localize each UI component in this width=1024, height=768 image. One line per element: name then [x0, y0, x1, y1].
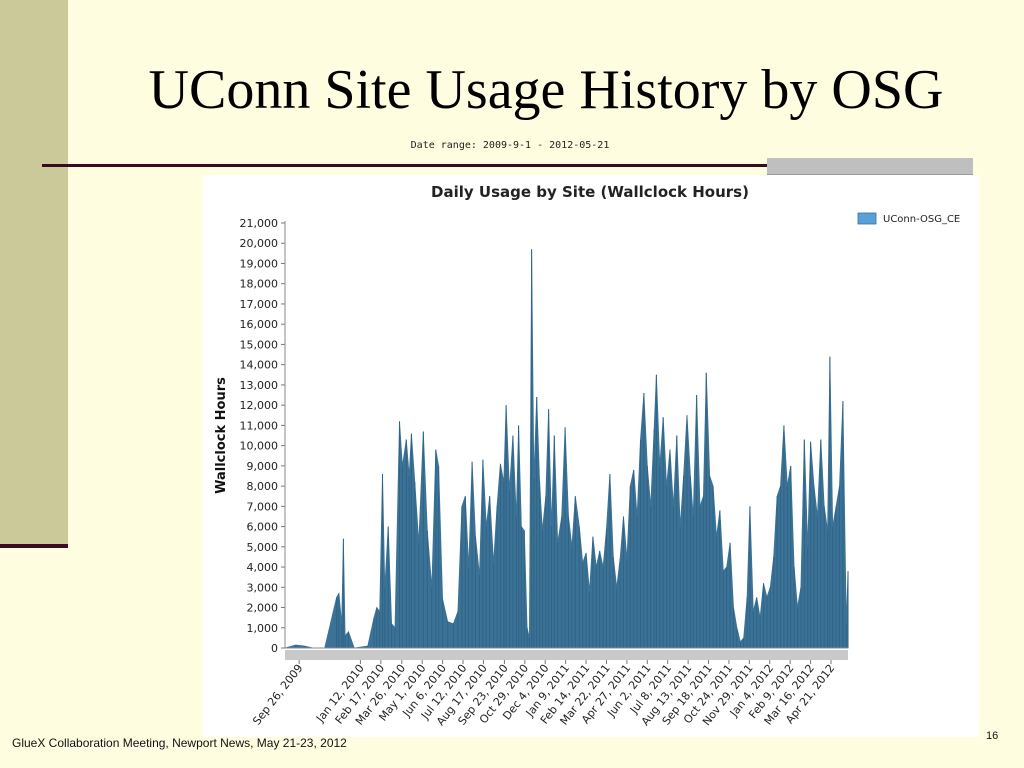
y-tick-label: 14,000 — [240, 359, 279, 372]
y-tick-label: 9,000 — [247, 460, 279, 473]
y-tick-label: 7,000 — [247, 500, 279, 513]
usage-chart: Daily Usage by Site (Wallclock Hours) Wal… — [214, 183, 960, 728]
y-tick-label: 15,000 — [240, 338, 279, 351]
date-range-label: Date range: 2009-9-1 - 2012-05-21 — [410, 140, 610, 151]
y-tick-label: 10,000 — [240, 440, 279, 453]
y-tick-label: 0 — [271, 642, 278, 655]
y-tick-label: 5,000 — [247, 541, 279, 554]
y-tick-label: 20,000 — [240, 237, 279, 250]
slide-title: UConn Site Usage History by OSG — [148, 59, 944, 121]
y-tick-label: 17,000 — [240, 298, 279, 311]
footer-text: GlueX Collaboration Meeting, Newport New… — [12, 736, 347, 750]
y-tick-label: 1,000 — [247, 622, 279, 635]
series-area-uconn-osg-ce — [284, 249, 849, 649]
y-tick-label: 3,000 — [247, 581, 279, 594]
y-tick-label: 16,000 — [240, 318, 279, 331]
x-axis-band — [285, 650, 848, 660]
chart-title: Daily Usage by Site (Wallclock Hours) — [431, 183, 749, 201]
y-axis-label: Wallclock Hours — [214, 377, 229, 494]
chart-header-bar — [767, 158, 973, 175]
slide-sidebar — [0, 0, 68, 546]
page-number: 16 — [986, 730, 999, 742]
title-divider — [42, 164, 970, 167]
y-tick-label: 8,000 — [247, 480, 279, 493]
y-tick-label: 18,000 — [240, 278, 279, 291]
y-tick-label: 4,000 — [247, 561, 279, 574]
legend-swatch — [857, 212, 877, 225]
y-tick-label: 21,000 — [240, 217, 279, 230]
legend-label: UConn-OSG_CE — [883, 214, 960, 225]
sidebar-rule — [0, 544, 68, 548]
y-tick-label: 13,000 — [240, 379, 279, 392]
y-tick-label: 19,000 — [240, 257, 279, 270]
chart-panel: Daily Usage by Site (Wallclock Hours) Wal… — [203, 175, 979, 737]
y-tick-label: 6,000 — [247, 521, 279, 534]
y-tick-label: 12,000 — [240, 399, 279, 412]
y-tick-label: 11,000 — [240, 419, 279, 432]
y-tick-label: 2,000 — [247, 602, 279, 615]
x-tick-label: Sep 26, 2009 — [250, 662, 305, 728]
